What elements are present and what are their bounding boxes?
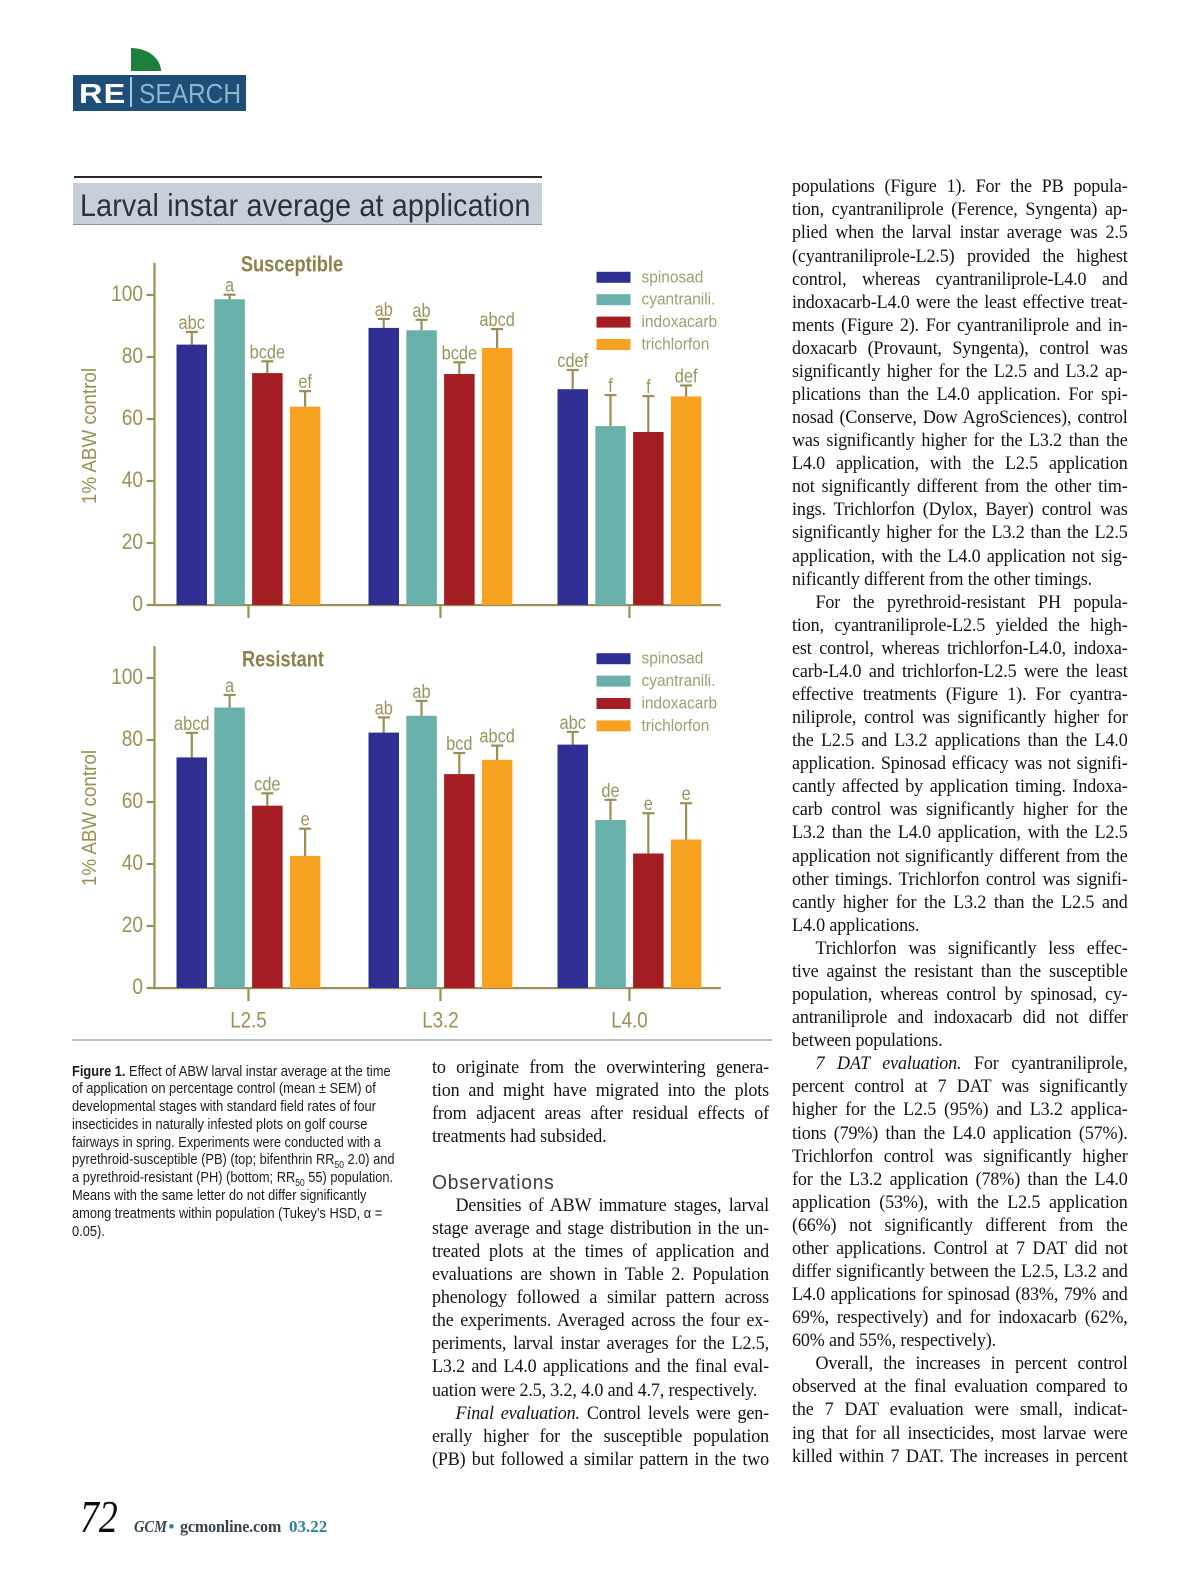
svg-text:def: def <box>675 365 699 387</box>
svg-text:40: 40 <box>122 851 143 876</box>
svg-text:bcde: bcde <box>442 342 478 364</box>
svg-text:abc: abc <box>560 712 586 734</box>
svg-text:f: f <box>608 375 613 397</box>
svg-text:cdef: cdef <box>557 350 589 372</box>
svg-text:abc: abc <box>179 312 205 334</box>
svg-text:abcd: abcd <box>174 713 210 735</box>
svg-text:a: a <box>225 274 235 296</box>
svg-text:ab: ab <box>412 681 430 703</box>
svg-text:ef: ef <box>298 371 313 393</box>
svg-text:spinosad: spinosad <box>642 650 704 667</box>
svg-text:60: 60 <box>122 789 143 814</box>
svg-text:e: e <box>682 783 691 805</box>
svg-text:80: 80 <box>122 344 143 369</box>
svg-text:Susceptible: Susceptible <box>241 252 343 277</box>
svg-text:80: 80 <box>122 727 143 752</box>
svg-text:1% ABW control: 1% ABW control <box>78 750 101 886</box>
svg-text:100: 100 <box>111 282 143 307</box>
svg-text:ab: ab <box>412 299 430 321</box>
svg-text:60: 60 <box>122 406 143 431</box>
svg-text:bcd: bcd <box>446 733 472 755</box>
svg-text:e: e <box>644 793 653 815</box>
svg-text:1% ABW control: 1% ABW control <box>78 368 101 504</box>
svg-text:f: f <box>646 376 651 398</box>
svg-text:cyantranili.: cyantranili. <box>642 673 716 690</box>
svg-text:0: 0 <box>132 592 143 617</box>
svg-text:20: 20 <box>122 913 143 938</box>
svg-text:100: 100 <box>111 665 143 690</box>
svg-text:de: de <box>601 780 619 802</box>
svg-text:L4.0: L4.0 <box>611 1008 647 1033</box>
svg-text:a: a <box>225 675 235 697</box>
svg-text:indoxacarb: indoxacarb <box>642 695 718 712</box>
svg-text:ab: ab <box>375 299 393 321</box>
svg-text:abcd: abcd <box>479 725 515 747</box>
svg-text:cyantranili.: cyantranili. <box>642 291 716 308</box>
svg-text:spinosad: spinosad <box>642 269 704 286</box>
svg-text:40: 40 <box>122 468 143 493</box>
svg-text:0: 0 <box>132 975 143 1000</box>
svg-text:abcd: abcd <box>479 309 515 331</box>
svg-text:Resistant: Resistant <box>242 647 324 672</box>
svg-text:L2.5: L2.5 <box>230 1008 266 1033</box>
svg-text:L3.2: L3.2 <box>422 1008 458 1033</box>
svg-text:20: 20 <box>122 530 143 555</box>
svg-text:trichlorfon: trichlorfon <box>642 336 710 353</box>
svg-text:ab: ab <box>375 697 393 719</box>
svg-text:cde: cde <box>254 773 280 795</box>
svg-text:indoxacarb: indoxacarb <box>642 314 718 331</box>
svg-text:e: e <box>301 808 310 830</box>
svg-text:bcde: bcde <box>250 341 286 363</box>
svg-text:trichlorfon: trichlorfon <box>642 718 710 735</box>
